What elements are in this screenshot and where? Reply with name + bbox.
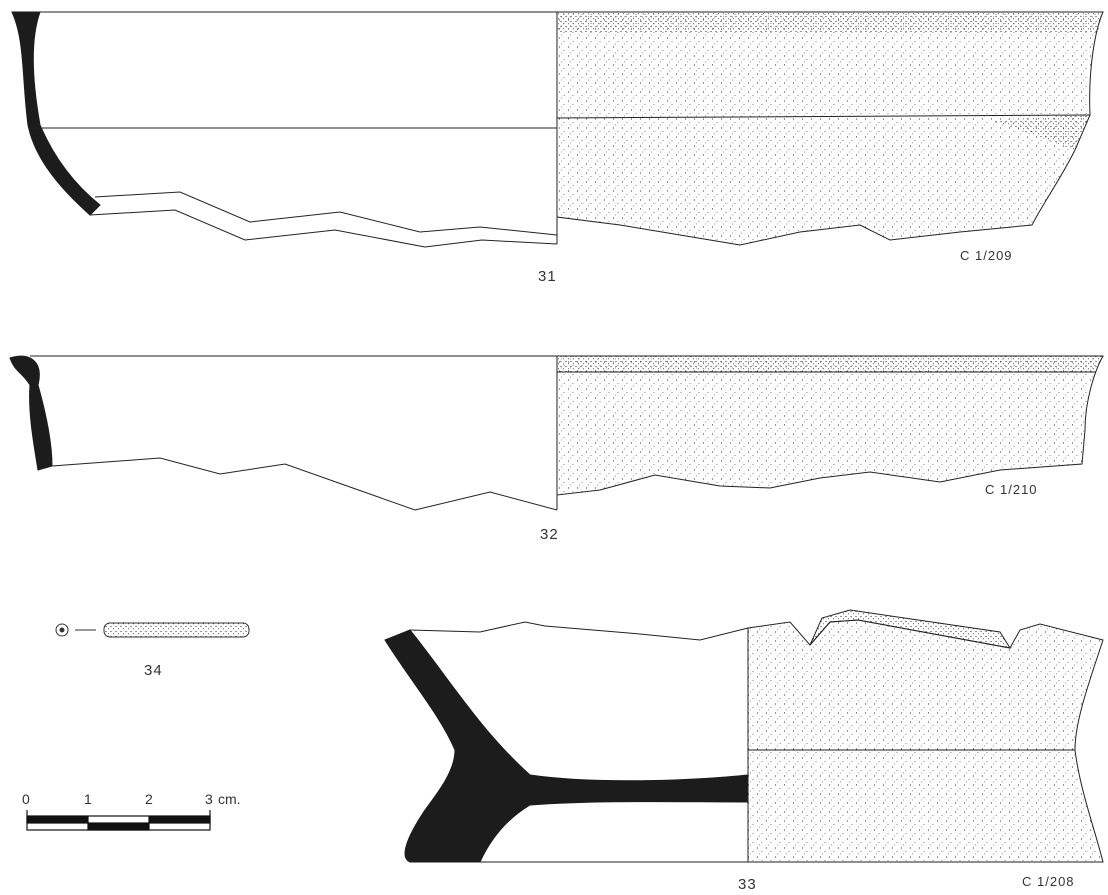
vessel-32-section	[9, 355, 53, 471]
vessel-33-drawing	[384, 609, 1104, 863]
scale-unit: cm.	[218, 791, 241, 807]
vessel-31-drawing	[11, 11, 1104, 248]
vessel-32-drawing	[9, 355, 1104, 511]
figure-33-catalog: C 1/208	[1022, 874, 1075, 889]
figure-32-number: 32	[540, 526, 559, 543]
vessel-31-section	[11, 11, 101, 216]
vessel-33-exterior	[747, 619, 1104, 863]
figure-34-number: 34	[144, 662, 163, 679]
figure-31-number: 31	[538, 268, 557, 285]
vessel-32-exterior	[556, 355, 1104, 496]
scale-tick-0: 0	[22, 791, 30, 807]
vessel-31-exterior	[556, 11, 1104, 246]
scale-tick-1: 1	[84, 791, 92, 807]
scale-tick-2: 2	[145, 791, 153, 807]
figure-33-number: 33	[738, 876, 757, 893]
vessel-33-section	[384, 629, 749, 863]
figure-32-catalog: C 1/210	[985, 482, 1038, 497]
bead-34-drawing	[55, 622, 250, 638]
figure-31-catalog: C 1/209	[960, 248, 1013, 263]
scale-tick-3: 3	[205, 791, 213, 807]
scale-bar	[26, 810, 211, 831]
